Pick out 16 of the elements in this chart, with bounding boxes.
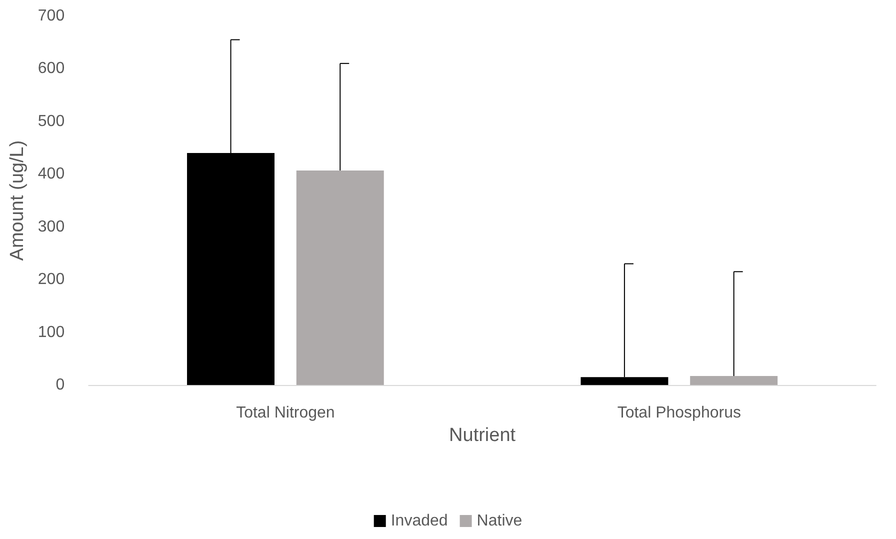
legend-label: Native	[476, 512, 522, 530]
y-tick-label: 300	[38, 218, 65, 236]
x-tick-label: Total Phosphorus	[617, 404, 741, 422]
y-tick-label: 0	[56, 376, 65, 394]
y-tick-label: 200	[38, 271, 65, 288]
y-tick-label: 400	[38, 166, 65, 183]
x-tick-label: Total Nitrogen	[236, 404, 335, 422]
y-tick-label: 700	[38, 8, 65, 24]
legend-label: Invaded	[390, 512, 448, 530]
bar	[690, 376, 778, 385]
y-tick-label: 100	[38, 324, 65, 341]
x-axis-title: Nutrient	[449, 424, 516, 446]
y-tick-label: 600	[38, 60, 65, 78]
y-tick-label: 500	[38, 112, 65, 130]
y-axis-title: Amount (ug/L)	[7, 140, 28, 261]
bar	[296, 170, 384, 385]
